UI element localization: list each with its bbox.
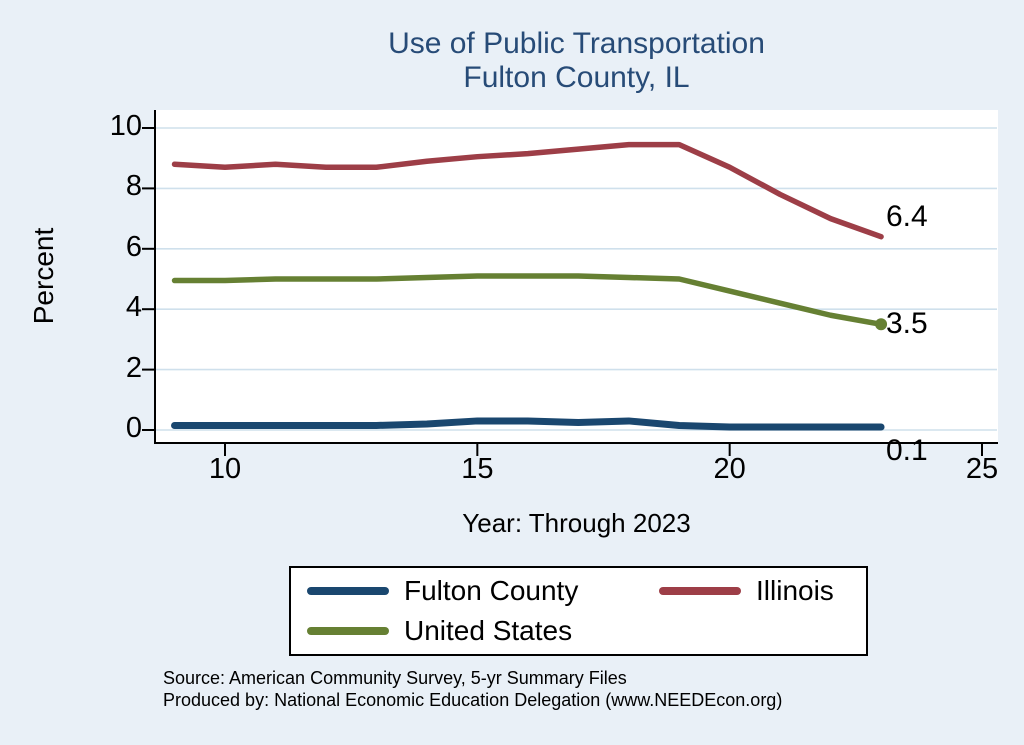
x-tick-label: 10	[208, 453, 242, 485]
series-line-fulton-county	[171, 417, 885, 431]
series-line-united-states	[171, 273, 884, 328]
legend-item-illinois: Illinois	[659, 571, 866, 611]
chart-title-line2: Fulton County, IL	[463, 61, 690, 94]
y-tick-label: 4	[125, 291, 142, 324]
series-line-illinois	[171, 141, 884, 240]
x-tick-label: 20	[713, 453, 746, 485]
legend-item-fulton-county: Fulton County	[307, 571, 659, 611]
chart-title-line1: Use of Public Transportation	[388, 27, 765, 60]
source-note-line1: Source: American Community Survey, 5-yr …	[163, 668, 627, 688]
y-tick-label: 8	[125, 170, 142, 203]
legend-label-illinois: Illinois	[756, 575, 834, 606]
end-label-illinois: 6.4	[886, 199, 928, 233]
y-tick-label: 6	[125, 230, 142, 263]
legend-item-united-states: United States	[307, 611, 659, 651]
series-end-marker-united-states	[875, 318, 888, 331]
y-tick-label: 10	[109, 110, 142, 142]
legend: Fulton County Illinois United States	[289, 566, 868, 656]
x-tick-label: 25	[965, 453, 999, 485]
legend-label-fulton-county: Fulton County	[404, 575, 579, 606]
y-tick-label: 2	[125, 351, 142, 384]
legend-swatch-fulton-county	[307, 587, 389, 595]
y-tick-label: 0	[125, 412, 142, 444]
legend-swatch-illinois	[659, 587, 741, 595]
x-axis-label: Year: Through 2023	[462, 508, 691, 538]
x-tick-label: 15	[461, 453, 494, 485]
legend-label-united-states: United States	[404, 615, 573, 646]
end-label-united-states: 3.5	[886, 307, 928, 341]
end-label-fulton-county: 0.1	[886, 433, 928, 467]
source-note-line2: Produced by: National Economic Education…	[163, 690, 783, 710]
legend-swatch-united-states	[307, 627, 389, 635]
